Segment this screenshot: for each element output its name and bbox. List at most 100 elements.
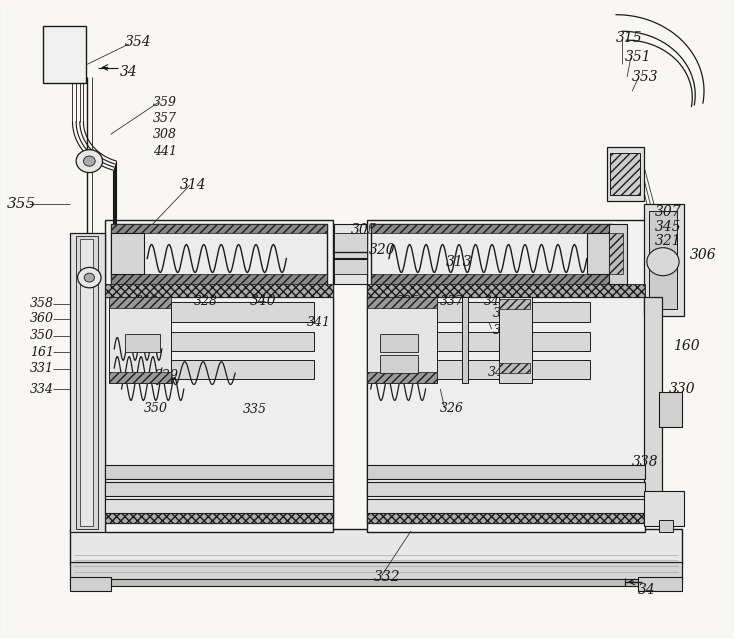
Text: 358: 358: [30, 297, 54, 310]
Bar: [117, 360, 314, 380]
Bar: [367, 300, 437, 383]
Text: 320: 320: [368, 243, 395, 257]
Text: 341: 341: [307, 316, 331, 329]
Bar: [111, 223, 327, 284]
Bar: [378, 360, 590, 380]
Bar: [109, 300, 172, 383]
Text: 335: 335: [242, 403, 266, 416]
Bar: [43, 26, 86, 84]
Bar: [70, 529, 682, 564]
Bar: [111, 233, 144, 274]
Text: 34: 34: [638, 583, 655, 597]
Bar: [380, 334, 418, 352]
Text: 360: 360: [30, 313, 54, 325]
Bar: [106, 482, 333, 496]
Text: 326: 326: [440, 402, 465, 415]
Bar: [378, 332, 590, 351]
Text: 338: 338: [632, 456, 659, 469]
Bar: [367, 498, 645, 512]
Bar: [367, 220, 645, 532]
Bar: [367, 372, 437, 383]
Text: 354: 354: [126, 35, 152, 49]
Bar: [367, 482, 645, 496]
Bar: [106, 284, 333, 297]
Text: 441: 441: [153, 145, 177, 158]
Bar: [499, 297, 532, 383]
Text: 314: 314: [180, 178, 207, 192]
Bar: [109, 372, 172, 383]
Text: 339: 339: [493, 308, 517, 320]
Bar: [367, 297, 437, 308]
Bar: [658, 392, 682, 427]
Bar: [649, 211, 677, 309]
Text: 351: 351: [625, 50, 652, 64]
Bar: [378, 302, 590, 322]
Text: 350: 350: [30, 329, 54, 342]
Bar: [367, 511, 645, 523]
Text: 331: 331: [30, 362, 54, 375]
Text: 313: 313: [446, 255, 473, 269]
Text: 340: 340: [250, 294, 277, 308]
Text: 325: 325: [396, 295, 421, 308]
Bar: [70, 233, 106, 532]
Bar: [499, 363, 530, 373]
Bar: [106, 297, 333, 523]
Bar: [644, 491, 684, 526]
Bar: [106, 498, 333, 512]
Text: 342: 342: [135, 295, 159, 308]
Bar: [80, 239, 93, 526]
Bar: [380, 355, 418, 373]
Bar: [608, 223, 627, 284]
Bar: [334, 223, 367, 284]
Bar: [367, 465, 645, 479]
Text: 350: 350: [144, 402, 167, 415]
Circle shape: [76, 150, 103, 173]
Circle shape: [647, 248, 679, 276]
Text: 307: 307: [655, 205, 682, 219]
Bar: [109, 297, 172, 308]
Bar: [117, 302, 314, 322]
Text: 359: 359: [153, 96, 177, 109]
Text: 337: 337: [440, 295, 465, 308]
Bar: [371, 223, 612, 233]
Circle shape: [84, 273, 95, 282]
Bar: [106, 220, 333, 532]
Bar: [111, 274, 327, 284]
Bar: [334, 233, 367, 274]
Text: 34: 34: [120, 65, 138, 79]
Bar: [126, 334, 161, 352]
Text: 308: 308: [153, 128, 177, 141]
Bar: [70, 577, 111, 591]
Text: 315: 315: [616, 31, 643, 45]
Text: 161: 161: [30, 346, 54, 359]
Text: 330: 330: [669, 382, 695, 396]
Circle shape: [78, 267, 101, 288]
Bar: [111, 223, 327, 233]
Text: 334: 334: [30, 383, 54, 396]
Bar: [367, 297, 645, 523]
Bar: [76, 236, 98, 529]
Text: 355: 355: [7, 197, 36, 211]
Bar: [644, 297, 662, 523]
Bar: [70, 562, 682, 580]
Bar: [644, 204, 684, 316]
Text: 353: 353: [632, 70, 659, 84]
Bar: [499, 299, 530, 309]
Bar: [106, 511, 333, 523]
Bar: [70, 579, 682, 586]
Text: 332: 332: [374, 570, 401, 584]
Text: 344: 344: [484, 295, 508, 308]
Bar: [117, 332, 314, 351]
Bar: [586, 233, 612, 274]
Bar: [607, 147, 644, 201]
Bar: [462, 297, 468, 383]
Text: 339: 339: [493, 324, 517, 337]
Bar: [658, 519, 673, 532]
Bar: [106, 465, 333, 479]
Text: 321: 321: [655, 234, 682, 248]
Bar: [367, 284, 645, 297]
Bar: [638, 577, 682, 591]
Bar: [371, 274, 612, 284]
Bar: [610, 154, 639, 195]
Text: 343: 343: [488, 366, 512, 379]
